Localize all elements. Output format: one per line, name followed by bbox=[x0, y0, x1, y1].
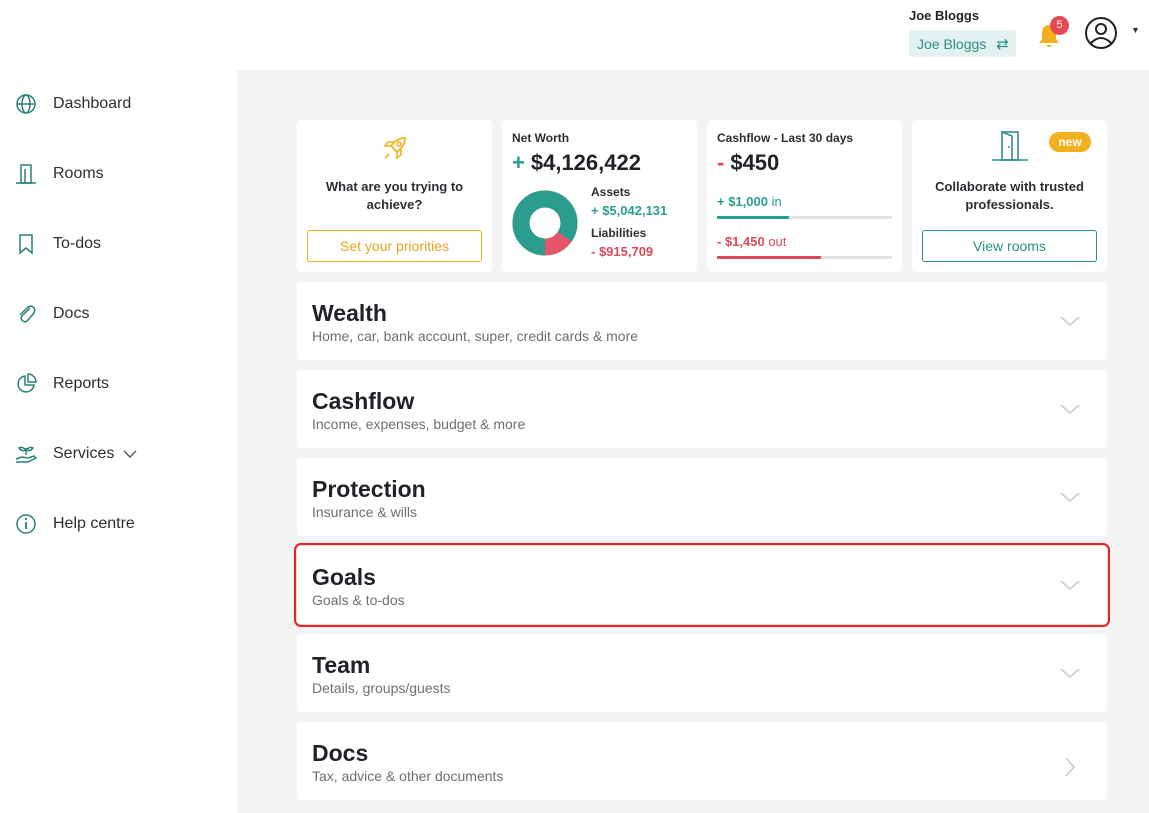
sidebar-item-label: To-dos bbox=[53, 235, 102, 252]
header-user-name: Joe Bloggs bbox=[909, 8, 980, 23]
chevron-down-icon[interactable] bbox=[1059, 310, 1081, 332]
section-subtitle: Details, groups/guests bbox=[312, 680, 451, 696]
cashflow-out-bar bbox=[717, 256, 892, 259]
section-subtitle: Insurance & wills bbox=[312, 504, 418, 520]
liabilities-label: Liabilities bbox=[591, 226, 647, 240]
sidebar: Dashboard Rooms To-dos Docs bbox=[0, 70, 237, 813]
cashflow-out-bar-fill bbox=[717, 256, 822, 259]
sidebar-item-todos[interactable]: To-dos bbox=[0, 224, 237, 264]
section-protection[interactable]: Protection Insurance & wills bbox=[297, 458, 1107, 536]
net-worth-card[interactable]: Net Worth + $4,126,422 Assets + $5,042,13… bbox=[502, 120, 697, 272]
section-goals[interactable]: Goals Goals & to-dos bbox=[294, 543, 1110, 627]
building-icon bbox=[16, 164, 36, 184]
net-worth-label: Net Worth bbox=[512, 131, 570, 145]
rocket-icon bbox=[383, 137, 406, 160]
view-rooms-button[interactable]: View rooms bbox=[922, 230, 1097, 262]
main-content: What are you trying to achieve? Set your… bbox=[237, 70, 1149, 813]
chevron-down-icon[interactable] bbox=[1059, 398, 1081, 420]
cashflow-in-word: in bbox=[771, 194, 782, 209]
section-title: Goals bbox=[312, 564, 376, 590]
cashflow-out-value: - $1,450 bbox=[717, 234, 765, 249]
cashflow-sign: - bbox=[717, 150, 725, 175]
section-subtitle: Tax, advice & other documents bbox=[312, 768, 504, 784]
goal-prompt-text: What are you trying to achieve? bbox=[325, 179, 464, 212]
bookmark-icon bbox=[19, 234, 33, 255]
set-priorities-button[interactable]: Set your priorities bbox=[307, 230, 482, 262]
door-icon bbox=[992, 131, 1028, 161]
sidebar-item-label: Docs bbox=[53, 305, 90, 322]
chevron-down-icon[interactable] bbox=[122, 446, 138, 462]
sidebar-item-reports[interactable]: Reports bbox=[0, 364, 237, 404]
info-icon bbox=[16, 514, 36, 534]
sidebar-item-label: Services bbox=[53, 445, 115, 462]
plant-hand-icon bbox=[15, 446, 38, 463]
sidebar-item-label: Rooms bbox=[53, 165, 104, 182]
section-docs[interactable]: Docs Tax, advice & other documents bbox=[297, 722, 1107, 800]
section-title: Protection bbox=[312, 476, 426, 502]
section-subtitle: Income, expenses, budget & more bbox=[312, 416, 526, 432]
sidebar-item-label: Reports bbox=[53, 375, 110, 392]
cashflow-out-word: out bbox=[768, 234, 787, 249]
paperclip-icon bbox=[19, 305, 36, 323]
cashflow-value: - $450 bbox=[717, 150, 779, 176]
section-team[interactable]: Team Details, groups/guests bbox=[297, 634, 1107, 712]
sidebar-item-services[interactable]: Services bbox=[0, 434, 237, 474]
net-worth-amount: $4,126,422 bbox=[530, 150, 641, 175]
section-wealth[interactable]: Wealth Home, car, bank account, super, c… bbox=[297, 282, 1107, 360]
liabilities-value: - $915,709 bbox=[591, 244, 654, 259]
section-title: Team bbox=[312, 652, 371, 678]
section-subtitle: Home, car, bank account, super, credit c… bbox=[312, 328, 639, 344]
sidebar-item-rooms[interactable]: Rooms bbox=[0, 154, 237, 194]
swap-arrows-icon: ⇄ bbox=[996, 35, 1009, 53]
donut-assets-segment bbox=[512, 190, 578, 256]
cashflow-in-bar bbox=[717, 216, 892, 219]
assets-value: + $5,042,131 bbox=[591, 203, 668, 218]
globe-icon bbox=[16, 94, 36, 114]
chevron-down-icon[interactable] bbox=[1059, 486, 1081, 508]
cashflow-in-value: + $1,000 bbox=[717, 194, 768, 209]
user-avatar-icon[interactable] bbox=[1084, 16, 1118, 50]
switch-user-button[interactable]: Joe Bloggs ⇄ bbox=[909, 30, 1016, 57]
goal-card: What are you trying to achieve? Set your… bbox=[297, 120, 492, 272]
chevron-down-icon[interactable] bbox=[1059, 574, 1081, 596]
net-worth-sign: + bbox=[512, 150, 525, 175]
rooms-card: new Collaborate with trusted professiona… bbox=[912, 120, 1107, 272]
new-badge: new bbox=[1049, 132, 1091, 152]
switch-user-label: Joe Bloggs bbox=[917, 35, 987, 52]
cashflow-in-bar-fill bbox=[717, 216, 789, 219]
cashflow-out: - $1,450 out bbox=[717, 234, 786, 249]
cashflow-in: + $1,000 in bbox=[717, 194, 782, 209]
net-worth-value: + $4,126,422 bbox=[512, 150, 641, 176]
cashflow-amount: $450 bbox=[730, 150, 780, 175]
cashflow-card[interactable]: Cashflow - Last 30 days - $450 + $1,000 i… bbox=[707, 120, 902, 272]
net-worth-donut bbox=[512, 190, 578, 256]
top-header: Joe Bloggs Joe Bloggs ⇄ 5 ▼ bbox=[0, 0, 1149, 70]
caret-down-icon[interactable]: ▼ bbox=[1131, 25, 1140, 35]
sidebar-item-label: Dashboard bbox=[53, 95, 132, 112]
sidebar-item-docs[interactable]: Docs bbox=[0, 294, 237, 334]
section-title: Docs bbox=[312, 740, 369, 766]
section-title: Cashflow bbox=[312, 388, 415, 414]
cashflow-label: Cashflow - Last 30 days bbox=[717, 131, 854, 145]
chevron-down-icon[interactable] bbox=[1059, 662, 1081, 684]
rooms-prompt-text: Collaborate with trusted professionals. bbox=[935, 179, 1084, 212]
section-title: Wealth bbox=[312, 300, 387, 326]
chevron-right-icon[interactable] bbox=[1059, 756, 1081, 778]
notification-badge: 5 bbox=[1050, 16, 1069, 35]
sidebar-item-help-centre[interactable]: Help centre bbox=[0, 504, 237, 544]
pie-chart-icon bbox=[17, 373, 37, 393]
assets-label: Assets bbox=[591, 185, 631, 199]
sidebar-item-label: Help centre bbox=[53, 515, 135, 532]
section-subtitle: Goals & to-dos bbox=[312, 592, 405, 608]
sidebar-item-dashboard[interactable]: Dashboard bbox=[0, 84, 237, 124]
section-cashflow[interactable]: Cashflow Income, expenses, budget & more bbox=[297, 370, 1107, 448]
